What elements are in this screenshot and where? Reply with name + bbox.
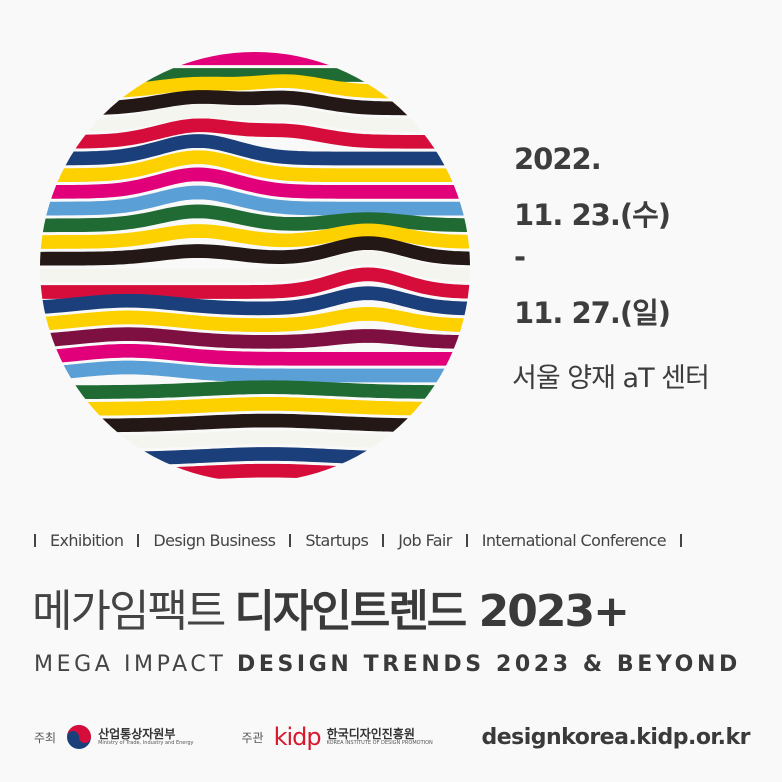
date-separator: - — [514, 240, 526, 274]
emblem-stripe — [40, 150, 470, 183]
host-subtitle: Ministry of Trade, Industry and Energy — [98, 739, 194, 746]
emblem-stripe — [40, 307, 470, 333]
footer: 주최 산업통상자원부 Ministry of Trade, Industry a… — [34, 722, 750, 752]
program-job-fair: Job Fair — [398, 531, 452, 550]
event-venue: 서울 양재 aT 센터 — [512, 363, 710, 394]
emblem-stripe — [40, 430, 470, 450]
title-light: 메가임팩트 — [32, 586, 226, 637]
main-title: 메가임팩트 디자인트렌드 2023+ — [32, 575, 630, 639]
organizer-label: 주관 — [241, 730, 264, 745]
divider — [34, 534, 36, 547]
organizer-logo: kidp 한국디자인진흥원 KOREA INSTITUTE OF DESIGN … — [274, 723, 433, 751]
kidp-logo: kidp — [273, 723, 322, 751]
emblem-stripe — [40, 463, 470, 482]
emblem-stripe — [40, 167, 470, 199]
wavy-stripes-emblem — [40, 52, 470, 482]
host-logo: 산업통상자원부 Ministry of Trade, Industry and … — [66, 724, 193, 750]
divider — [465, 534, 468, 547]
emblem-stripe — [40, 250, 470, 283]
emblem-stripe — [40, 90, 470, 116]
program-list: Exhibition Design Business Startups Job … — [34, 531, 750, 550]
emblem-stripe — [40, 447, 470, 466]
subtitle: MEGA IMPACT DESIGN TRENDS 2023 & BEYOND — [34, 652, 741, 677]
program-startups: Startups — [305, 531, 369, 550]
organizer-subtitle: KOREA INSTITUTE OF DESIGN PROMOTION — [326, 739, 433, 746]
emblem-stripe — [40, 327, 470, 349]
emblem-stripe — [40, 103, 470, 132]
emblem-stripe — [40, 267, 470, 299]
emblem-stripe — [40, 236, 470, 266]
emblem-stripe — [40, 185, 470, 216]
event-start-date: 11. 23.(수) — [514, 198, 671, 232]
website-url[interactable]: designkorea.kidp.or.kr — [481, 724, 750, 750]
program-international-conference: International Conference — [481, 531, 667, 550]
divider — [137, 534, 140, 547]
emblem-stripe — [40, 413, 470, 433]
emblem-stripe — [40, 343, 470, 366]
event-year: 2022. — [514, 142, 602, 176]
organizer-name: 한국디자인진흥원 — [326, 726, 415, 741]
subtitle-light: MEGA IMPACT — [34, 652, 227, 677]
emblem-stripe — [40, 118, 470, 149]
emblem-stripe — [40, 223, 470, 249]
taegeuk-icon — [67, 725, 92, 749]
program-design-business: Design Business — [153, 531, 276, 550]
host-name: 산업통상자원부 — [98, 726, 176, 741]
emblem-stripe — [40, 204, 470, 233]
emblem-stripe — [40, 360, 470, 383]
divider — [679, 534, 682, 547]
program-exhibition: Exhibition — [50, 531, 124, 550]
divider — [289, 534, 292, 547]
title-bold: 디자인트렌드 2023+ — [234, 586, 630, 637]
emblem-stripe — [40, 74, 470, 99]
emblem-stripe — [40, 397, 470, 416]
emblem-stripe — [40, 380, 470, 400]
divider — [382, 534, 385, 547]
emblem-stripe — [40, 134, 470, 166]
emblem-stripe — [40, 286, 470, 316]
host-label: 주최 — [34, 730, 57, 745]
subtitle-bold: DESIGN TRENDS 2023 & BEYOND — [236, 652, 741, 677]
event-end-date: 11. 27.(일) — [514, 296, 671, 330]
